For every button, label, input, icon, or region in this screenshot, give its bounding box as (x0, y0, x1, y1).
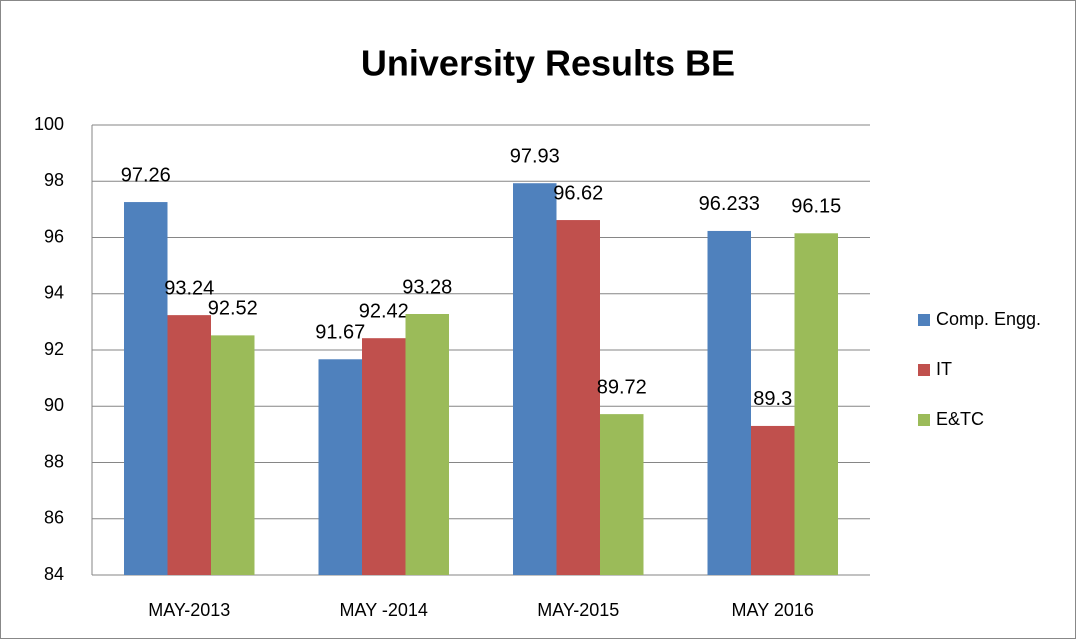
value-label: 92.42 (359, 300, 409, 322)
x-tick-label: MAY-2013 (148, 600, 230, 620)
legend-swatch (918, 414, 930, 426)
y-tick-label: 92 (44, 339, 64, 359)
y-tick-label: 88 (44, 451, 64, 471)
x-tick-label: MAY 2016 (732, 600, 814, 620)
value-label: 96.62 (553, 182, 603, 204)
bar (600, 414, 644, 575)
bar (167, 315, 211, 575)
bar (794, 233, 838, 575)
bar (556, 220, 600, 575)
legend-label: Comp. Engg. (936, 309, 1041, 329)
y-tick-label: 94 (44, 283, 64, 303)
y-tick-label: 90 (44, 395, 64, 415)
bar (124, 202, 168, 575)
y-tick-label: 84 (44, 564, 64, 584)
x-tick-label: MAY -2014 (340, 600, 428, 620)
value-label: 96.15 (791, 196, 841, 218)
bar (211, 335, 255, 575)
y-tick-label: 96 (44, 226, 64, 246)
legend-swatch (918, 314, 930, 326)
value-label: 93.24 (164, 277, 214, 299)
bar (405, 314, 449, 575)
value-label: 97.93 (510, 146, 560, 168)
y-tick-label: 86 (44, 508, 64, 528)
bar (362, 338, 406, 575)
legend-swatch (918, 364, 930, 376)
value-label: 91.67 (315, 322, 365, 344)
value-label: 97.26 (121, 164, 171, 186)
bar (318, 359, 362, 575)
x-tick-label: MAY-2015 (537, 600, 619, 620)
y-tick-label: 98 (44, 170, 64, 190)
bar (751, 425, 795, 575)
legend-label: E&TC (936, 409, 984, 429)
bar (707, 230, 751, 575)
chart-title: University Results BE (361, 43, 735, 84)
value-label: 93.28 (402, 276, 452, 298)
value-label: 89.3 (753, 388, 792, 410)
legend-label: IT (936, 359, 952, 379)
y-tick-label: 100 (34, 114, 64, 134)
value-label: 89.72 (597, 376, 647, 398)
bar (513, 183, 557, 575)
value-label: 92.52 (208, 298, 258, 320)
value-label: 96.233 (699, 193, 760, 215)
